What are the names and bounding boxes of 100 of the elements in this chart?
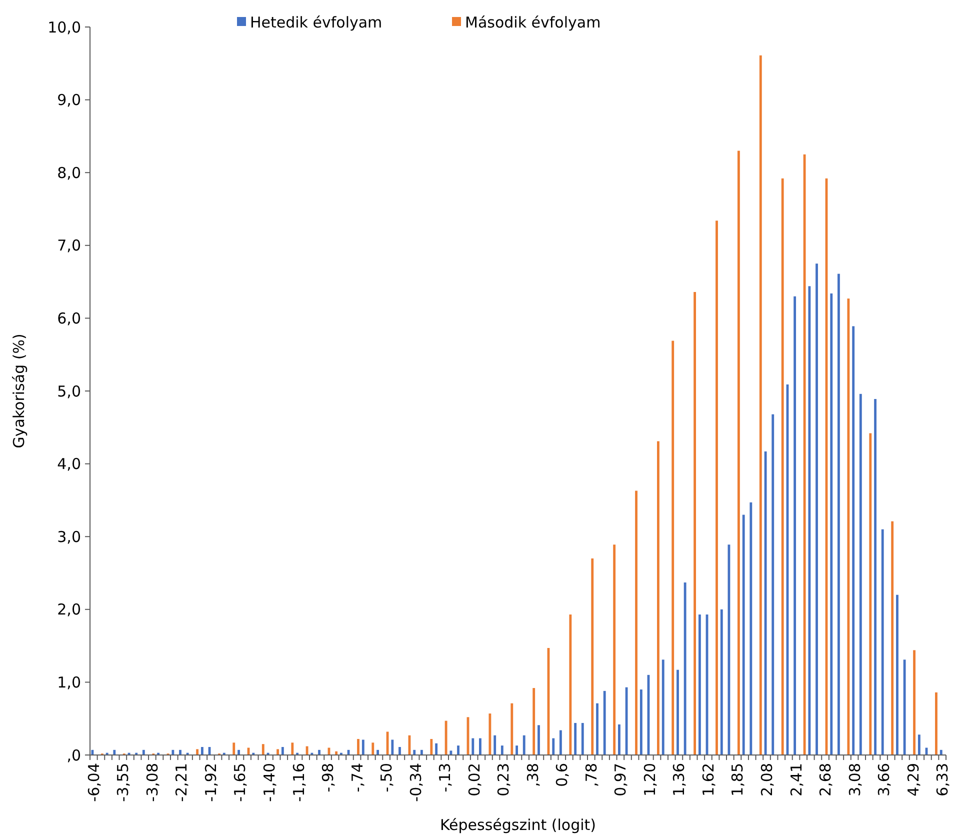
- bar: [742, 514, 745, 755]
- bar: [759, 55, 762, 755]
- bar: [281, 746, 284, 755]
- x-tick-label: -3,08: [143, 763, 162, 802]
- bar: [772, 414, 774, 755]
- bar: [847, 298, 850, 755]
- bar: [676, 670, 679, 755]
- x-tick-label: -,74: [348, 763, 366, 792]
- x-tick-label: 4,29: [904, 763, 922, 796]
- x-tick-label: -0,34: [406, 763, 425, 802]
- bar: [362, 740, 364, 755]
- bar: [494, 735, 496, 755]
- bar: [291, 742, 294, 755]
- x-tick-label: 2,68: [816, 763, 835, 796]
- bar: [172, 750, 174, 755]
- x-tick-label: -2,21: [172, 763, 191, 802]
- bar: [794, 296, 796, 755]
- x-axis-title: Képességszint (logit): [440, 816, 596, 834]
- bar: [516, 746, 518, 755]
- x-tick-label: ,38: [524, 763, 542, 787]
- bar: [450, 750, 452, 755]
- bar: [262, 744, 264, 755]
- x-tick-label: -,50: [378, 763, 396, 792]
- bar: [488, 714, 492, 755]
- bar: [716, 220, 718, 755]
- x-tick-label: -,98: [319, 763, 338, 792]
- bar: [420, 750, 423, 755]
- bar: [179, 750, 182, 755]
- bar: [618, 724, 620, 755]
- bar: [684, 582, 686, 755]
- x-tick-label: 1,85: [728, 763, 747, 796]
- y-tick-label: ,0: [66, 746, 81, 764]
- bar: [472, 738, 474, 755]
- bar: [569, 614, 572, 755]
- bar: [940, 750, 942, 755]
- x-tick-label: 2,08: [758, 763, 776, 796]
- bar: [196, 749, 198, 755]
- x-tick-label: -6,04: [84, 763, 103, 802]
- bar: [764, 451, 767, 755]
- y-tick-label: 1,0: [57, 673, 81, 692]
- bar: [874, 399, 876, 755]
- bar: [376, 750, 379, 755]
- bar: [781, 178, 784, 755]
- bar: [200, 746, 204, 755]
- y-tick-label: 5,0: [57, 382, 81, 400]
- bar: [559, 730, 562, 755]
- legend-label: Második évfolyam: [465, 13, 601, 32]
- bar: [808, 286, 811, 755]
- y-tick-label: 7,0: [57, 236, 81, 255]
- y-tick-label: 3,0: [57, 528, 81, 546]
- y-tick-label: 10,0: [48, 18, 81, 36]
- bar: [869, 433, 872, 755]
- x-tick-label: -,13: [436, 763, 454, 792]
- bar: [538, 725, 540, 755]
- x-tick-label: -1,92: [202, 763, 220, 802]
- y-tick-label: 6,0: [57, 309, 81, 328]
- bar: [318, 750, 320, 755]
- bar: [500, 746, 504, 755]
- y-tick-label: 8,0: [57, 164, 81, 182]
- bar: [640, 689, 642, 755]
- x-tick-label: 0,23: [494, 763, 513, 796]
- bar: [891, 521, 894, 755]
- x-tick-label: 1,62: [699, 763, 718, 796]
- x-tick-label: 1,36: [670, 763, 688, 796]
- x-tick-label: 2,41: [787, 763, 806, 796]
- bar: [816, 264, 818, 755]
- bar: [398, 746, 401, 755]
- x-tick-label: 6,33: [934, 763, 952, 796]
- x-tick-label: 1,20: [640, 763, 659, 796]
- bar: [672, 340, 674, 755]
- x-tick-label: -1,65: [231, 763, 250, 802]
- bar: [276, 749, 279, 755]
- x-tick-label: -1,16: [290, 763, 308, 802]
- bar: [737, 150, 740, 755]
- bar: [838, 274, 840, 755]
- bar: [913, 650, 916, 755]
- bar: [522, 735, 526, 755]
- x-tick-label: -3,55: [114, 763, 132, 802]
- bar: [603, 690, 606, 755]
- bar: [720, 609, 723, 755]
- bar: [532, 688, 536, 755]
- bar: [662, 660, 664, 755]
- bar: [113, 750, 116, 755]
- bar: [657, 441, 660, 755]
- y-tick-label: 9,0: [57, 91, 81, 110]
- bar: [881, 529, 884, 755]
- x-tick-label: 0,6: [553, 763, 572, 787]
- bar: [91, 750, 94, 755]
- bar: [444, 720, 448, 755]
- legend-label: Hetedik évfolyam: [250, 13, 382, 32]
- bar: [457, 746, 460, 755]
- bar: [694, 292, 696, 755]
- x-tick-label: ,78: [582, 763, 600, 787]
- y-tick-label: 4,0: [57, 455, 81, 474]
- bar: [238, 750, 240, 755]
- y-tick-label: 2,0: [57, 600, 81, 619]
- bar: [859, 394, 862, 755]
- bar: [510, 703, 514, 755]
- bar: [391, 740, 394, 755]
- bar: [635, 490, 638, 755]
